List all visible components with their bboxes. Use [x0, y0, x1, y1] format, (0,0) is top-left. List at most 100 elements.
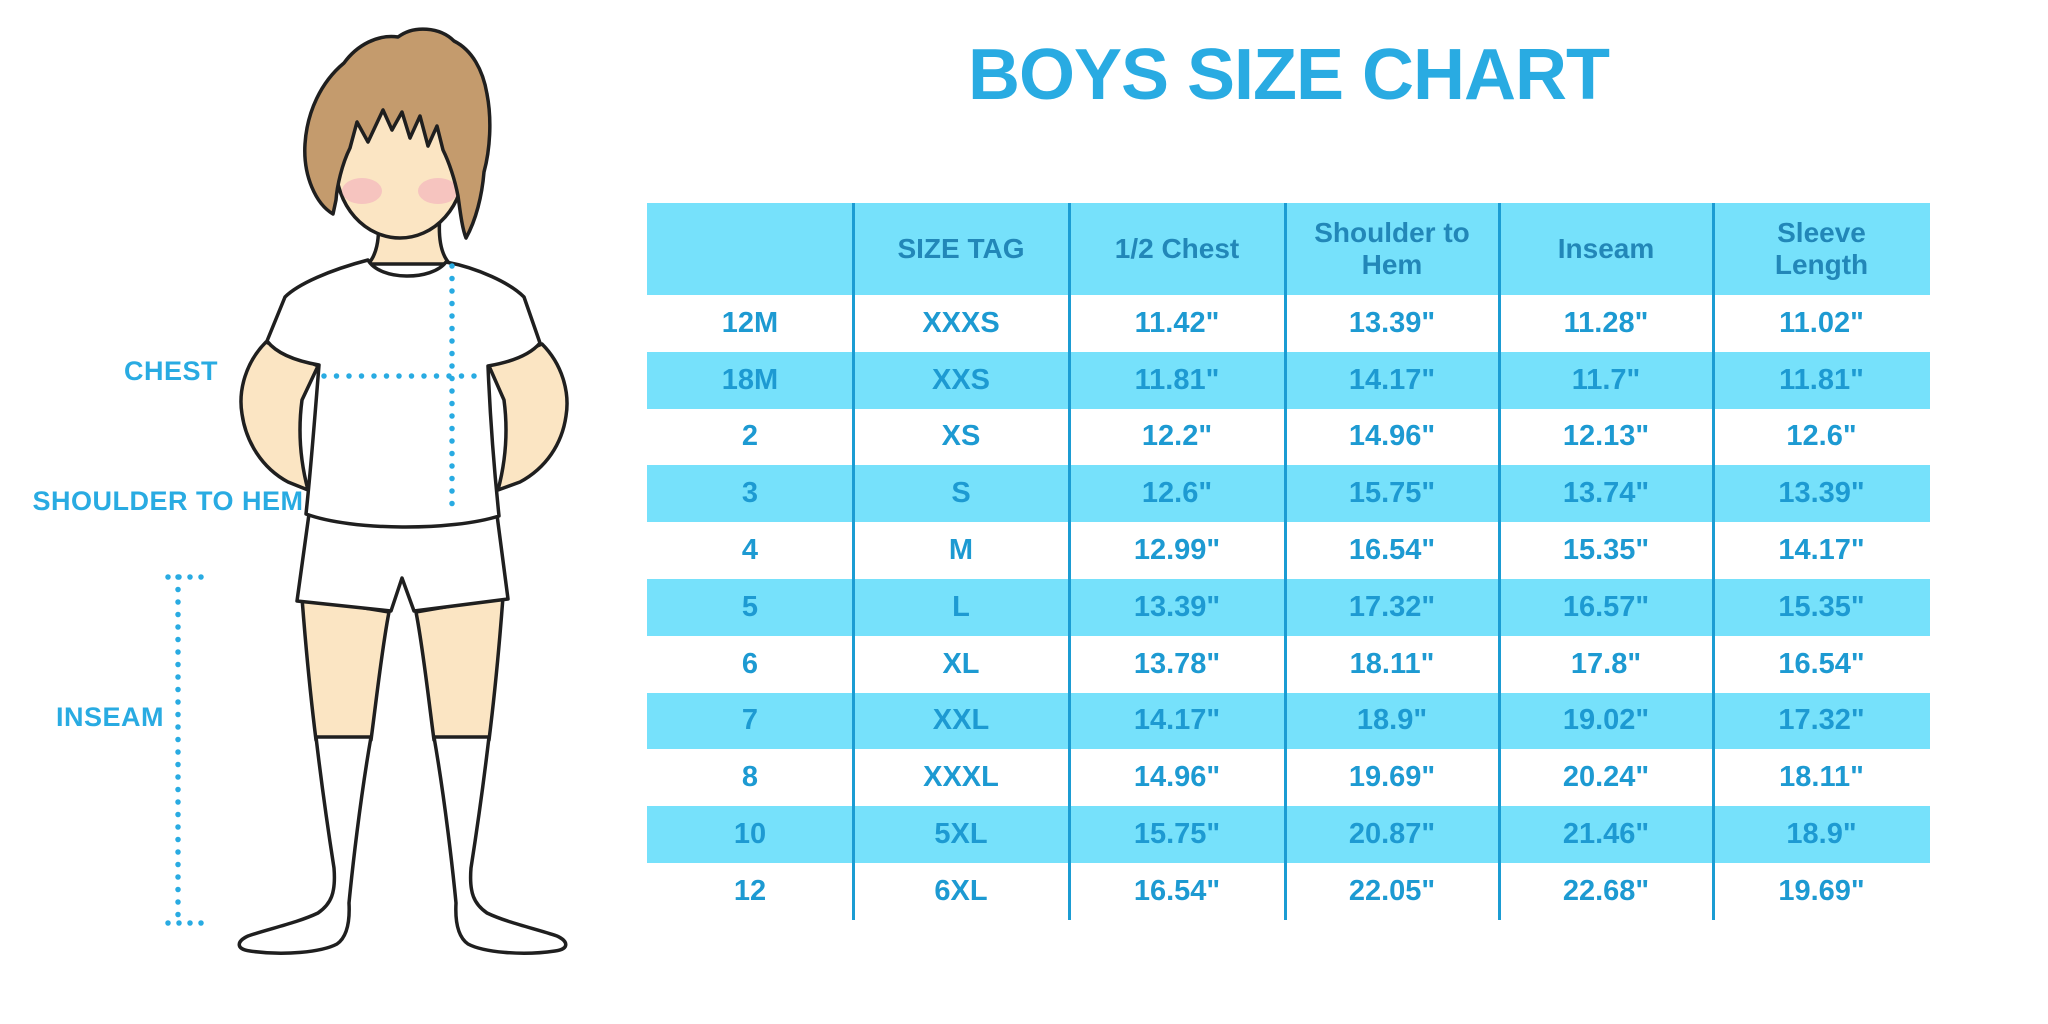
table-cell: 13.39" [1348, 306, 1436, 339]
table-cell: 8 [741, 761, 759, 794]
table-cell: 12M [721, 306, 779, 339]
leg-left [300, 596, 391, 742]
table-cell: 12.6" [1141, 477, 1213, 510]
arm-left [239, 340, 320, 492]
table-cell: 11.42" [1134, 306, 1220, 339]
table-body: 12M XXXS 11.42" 13.39" 11.28" 11.02" 18M XXS 11.… [647, 295, 1930, 920]
table-cell: 19.69" [1348, 761, 1436, 794]
table-row: 12 6XL 16.54" 22.05" 22.68" 19.69" [647, 863, 1930, 920]
table-cell: 5XL [934, 818, 988, 851]
table-cell: 11.28" [1563, 306, 1649, 339]
table-cell: 2 [741, 420, 759, 453]
blush-left [342, 178, 382, 204]
table-cell: 5 [741, 590, 759, 623]
tshirt [265, 258, 542, 529]
table-cell: 21.46" [1562, 818, 1650, 851]
table-cell: L [952, 590, 970, 623]
table-cell: 16.54" [1133, 874, 1221, 907]
table-cell: 12.13" [1562, 420, 1650, 453]
table-cell: 16.54" [1778, 647, 1865, 680]
table-cell: 7 [741, 704, 759, 737]
sock-right [432, 735, 568, 955]
shoulder-to-hem-label: SHOULDER TO HEM [32, 486, 304, 516]
table-cell: 17.32" [1778, 704, 1865, 737]
leg-right [414, 595, 505, 742]
table-cell: 13.39" [1778, 477, 1865, 510]
column-header-inseam: Inseam [1557, 232, 1655, 264]
table-cell: 15.35" [1562, 534, 1650, 567]
table-cell: 15.75" [1348, 477, 1436, 510]
boy-illustration [165, 27, 569, 955]
table-cell: 22.05" [1348, 874, 1436, 907]
table-cell: XXXL [923, 761, 999, 794]
table-cell: 16.54" [1348, 534, 1436, 567]
table-cell: 12.99" [1133, 534, 1221, 567]
table-cell: 6XL [934, 874, 988, 907]
table-cell: 14.17" [1778, 534, 1865, 567]
column-header-shoulder-hem: Shoulder to Hem [1314, 216, 1470, 280]
table-cell: 18.9" [1786, 818, 1857, 851]
table-row: 6 XL 13.78" 18.11" 17.8" 16.54" [647, 636, 1930, 693]
table-cell: M [948, 534, 974, 567]
table-cell: 3 [741, 477, 759, 510]
table-cell: 12.2" [1141, 420, 1213, 453]
column-divider [1283, 203, 1287, 920]
size-table: SIZE TAG 1/2 Chest Shoulder to Hem Insea… [647, 203, 1930, 920]
table-cell: 19.69" [1778, 874, 1865, 907]
chest-label: CHEST [123, 356, 218, 386]
table-row: 8 XXXL 14.96" 19.69" 20.24" 18.11" [647, 749, 1930, 806]
table-cell: 22.68" [1562, 874, 1650, 907]
table-row: 2 XS 12.2" 14.96" 12.13" 12.6" [647, 409, 1930, 466]
table-cell: 20.24" [1562, 761, 1650, 794]
table-row: 3 S 12.6" 15.75" 13.74" 13.39" [647, 465, 1930, 523]
hair [303, 27, 492, 240]
table-cell: 14.96" [1348, 420, 1436, 453]
table-row: 12M XXXS 11.42" 13.39" 11.28" 11.02" [647, 295, 1930, 352]
column-header-sleeve: Sleeve Length [1774, 216, 1869, 280]
table-cell: S [951, 477, 971, 510]
table-cell: 20.87" [1348, 818, 1436, 851]
table-cell: 11.7" [1571, 363, 1641, 396]
table-cell: 16.57" [1562, 590, 1650, 623]
table-cell: 13.78" [1133, 647, 1221, 680]
table-cell: 6 [741, 647, 759, 680]
column-divider [851, 203, 855, 920]
column-divider [1067, 203, 1071, 920]
column-header-half-chest: 1/2 Chest [1114, 232, 1240, 264]
table-cell: 14.96" [1133, 761, 1221, 794]
table-row: 4 M 12.99" 16.54" 15.35" 14.17" [647, 522, 1930, 579]
table-row: 18M XXS 11.81" 14.17" 11.7" 11.81" [647, 351, 1930, 409]
inseam-label: INSEAM [55, 702, 164, 732]
table-cell: 4 [741, 534, 759, 567]
table-cell: XXXS [922, 306, 1000, 339]
table-cell: 15.75" [1133, 818, 1221, 851]
table-cell: 18.11" [1349, 647, 1435, 680]
table-cell: 10 [733, 818, 767, 851]
table-cell: 11.02" [1779, 306, 1864, 339]
arm-right [487, 342, 569, 492]
table-cell: 18.11" [1779, 761, 1864, 794]
column-header-size-tag: SIZE TAG [897, 232, 1025, 264]
table-cell: 17.8" [1570, 647, 1642, 680]
table-cell: 12.6" [1786, 420, 1857, 453]
page-title: BOYS SIZE CHART [967, 35, 1610, 115]
table-cell: 14.17" [1133, 704, 1221, 737]
table-cell: XXS [931, 363, 991, 396]
column-divider [1711, 203, 1715, 920]
table-cell: 13.74" [1562, 477, 1650, 510]
column-divider [1497, 203, 1501, 920]
table-header-row: SIZE TAG 1/2 Chest Shoulder to Hem Insea… [647, 203, 1930, 295]
table-row: 10 5XL 15.75" 20.87" 21.46" 18.9" [647, 806, 1930, 863]
table-cell: XS [941, 420, 981, 453]
table-cell: 11.81" [1779, 363, 1864, 396]
table-cell: 11.81" [1134, 363, 1220, 396]
table-cell: 18.9" [1356, 704, 1428, 737]
table-cell: 17.32" [1348, 590, 1436, 623]
table-cell: 12 [733, 874, 767, 907]
table-row: 7 XXL 14.17" 18.9" 19.02" 17.32" [647, 692, 1930, 750]
table-cell: 13.39" [1133, 590, 1221, 623]
table-row: 5 L 13.39" 17.32" 16.57" 15.35" [647, 578, 1930, 636]
table-cell: 19.02" [1562, 704, 1650, 737]
sock-left [237, 735, 373, 955]
